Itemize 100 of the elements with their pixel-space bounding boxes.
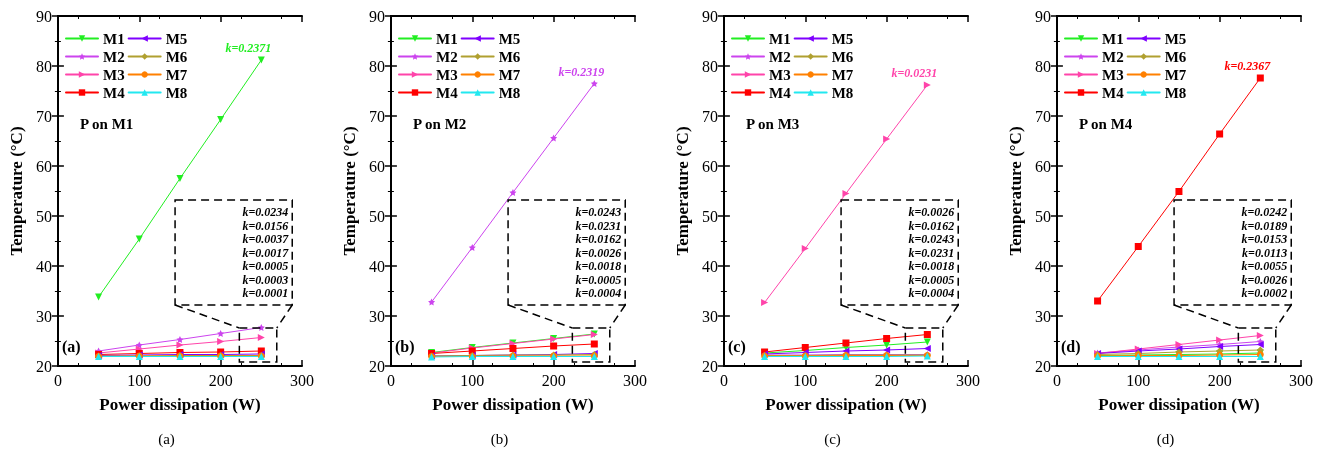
legend-label: M4	[1102, 84, 1125, 101]
y-tick-label: 90	[1034, 7, 1051, 25]
annotation: k=0.0234	[242, 205, 289, 219]
annotation: k=0.0001	[242, 286, 289, 300]
legend-label: M6	[831, 48, 854, 65]
y-tick-label: 80	[701, 57, 718, 75]
y-tick-label: 60	[701, 157, 718, 175]
legend-label: M5	[498, 30, 521, 47]
text: (b)	[490, 430, 509, 448]
legend-label: M3	[769, 66, 791, 83]
y-tick-label: 80	[1034, 57, 1051, 75]
legend-label: M1	[436, 30, 458, 47]
y-tick-label: 70	[35, 107, 52, 125]
annotation: k=0.0162	[908, 218, 955, 233]
annotation: k=0.2367	[1224, 59, 1272, 73]
annotation: k=0.0026	[575, 245, 622, 260]
legend-label: M6	[165, 48, 188, 65]
x-tick-label: 200	[1207, 371, 1232, 389]
y-tick-label: 70	[701, 107, 718, 125]
text: (c)	[824, 430, 841, 448]
annotation: P on M2	[413, 115, 467, 132]
annotation: k=0.0026	[908, 205, 955, 219]
y-tick-label: 60	[368, 157, 385, 175]
legend-label: M4	[436, 84, 459, 101]
legend-label: M7	[1164, 66, 1187, 83]
legend-label: M1	[1102, 30, 1124, 47]
text: (d)	[1156, 430, 1175, 448]
x-tick-label: 100	[127, 371, 152, 389]
annotation: k=0.0153	[1241, 232, 1288, 246]
annotation: k=0.0018	[575, 259, 622, 273]
legend-label: M3	[436, 66, 458, 83]
y-tick-label: 60	[35, 157, 52, 175]
y-tick-label: 50	[368, 207, 385, 225]
annotation: P on M4	[1079, 115, 1133, 132]
legend-label: M6	[1164, 48, 1187, 65]
annotation: k=0.2371	[225, 41, 272, 55]
y-tick-label: 70	[368, 107, 385, 125]
x-tick-label: 300	[623, 371, 647, 389]
y-axis-title: Temperature (°C)	[1006, 126, 1025, 256]
y-tick-label: 90	[35, 7, 52, 25]
annotation: (d)	[1061, 337, 1081, 356]
annotation: k=0.0162	[575, 232, 622, 246]
x-tick-label: 200	[541, 371, 566, 389]
x-axis-title: Power dissipation (W)	[99, 395, 261, 414]
y-tick-label: 50	[35, 207, 52, 225]
x-tick-label: 300	[290, 371, 314, 389]
y-tick-label: 30	[35, 307, 52, 325]
annotation: k=0.0243	[908, 232, 955, 246]
y-tick-label: 30	[701, 307, 718, 325]
x-tick-label: 100	[460, 371, 485, 389]
x-tick-label: 0	[386, 371, 395, 389]
legend-label: M3	[103, 66, 125, 83]
x-tick-label: 0	[53, 371, 62, 389]
legend-label: M1	[103, 30, 125, 47]
annotation: k=0.0018	[908, 259, 955, 273]
y-tick-label: 20	[368, 357, 385, 375]
annotation: k=0.0003	[242, 272, 289, 287]
annotation: k=0.0055	[1241, 259, 1288, 273]
annotation: k=0.0242	[1241, 205, 1288, 219]
legend-label: M8	[1164, 84, 1187, 101]
legend-label: M8	[831, 84, 854, 101]
annotation: k=0.0005	[575, 272, 622, 287]
x-axis-title: Power dissipation (W)	[432, 395, 594, 414]
annotation: (a)	[62, 337, 81, 356]
y-axis-title: Temperature (°C)	[340, 126, 359, 256]
legend-label: M2	[769, 48, 791, 65]
y-tick-label: 40	[35, 257, 52, 275]
annotation: k=0.0231	[891, 66, 938, 80]
x-tick-label: 100	[1126, 371, 1151, 389]
legend-label: M2	[1102, 48, 1124, 65]
y-tick-label: 60	[1034, 157, 1051, 175]
annotation: k=0.0243	[575, 205, 622, 219]
annotation: k=0.0002	[1241, 286, 1288, 300]
x-tick-label: 300	[1289, 371, 1313, 389]
x-tick-label: 200	[874, 371, 899, 389]
y-tick-label: 30	[1034, 307, 1051, 325]
y-axis-title: Temperature (°C)	[7, 126, 26, 256]
legend-label: M8	[165, 84, 188, 101]
annotation: k=0.0004	[575, 286, 622, 300]
y-tick-label: 80	[368, 57, 385, 75]
annotation: k=0.0113	[1242, 245, 1288, 260]
annotation: k=0.0004	[908, 286, 955, 300]
annotation: k=0.0231	[908, 245, 955, 260]
y-tick-label: 40	[368, 257, 385, 275]
legend-label: M5	[165, 30, 188, 47]
legend-label: M5	[1164, 30, 1187, 47]
y-tick-label: 90	[368, 7, 385, 25]
y-tick-label: 50	[701, 207, 718, 225]
y-tick-label: 50	[1034, 207, 1051, 225]
legend-label: M6	[498, 48, 521, 65]
x-tick-label: 0	[719, 371, 728, 389]
x-tick-label: 0	[1052, 371, 1061, 389]
y-tick-label: 40	[1034, 257, 1051, 275]
legend-label: M7	[498, 66, 521, 83]
annotation: k=0.0005	[908, 272, 955, 287]
x-tick-label: 300	[956, 371, 980, 389]
y-tick-label: 30	[368, 307, 385, 325]
annotation: k=0.0037	[242, 232, 290, 246]
x-tick-label: 200	[208, 371, 233, 389]
annotation: k=0.0231	[575, 218, 622, 233]
